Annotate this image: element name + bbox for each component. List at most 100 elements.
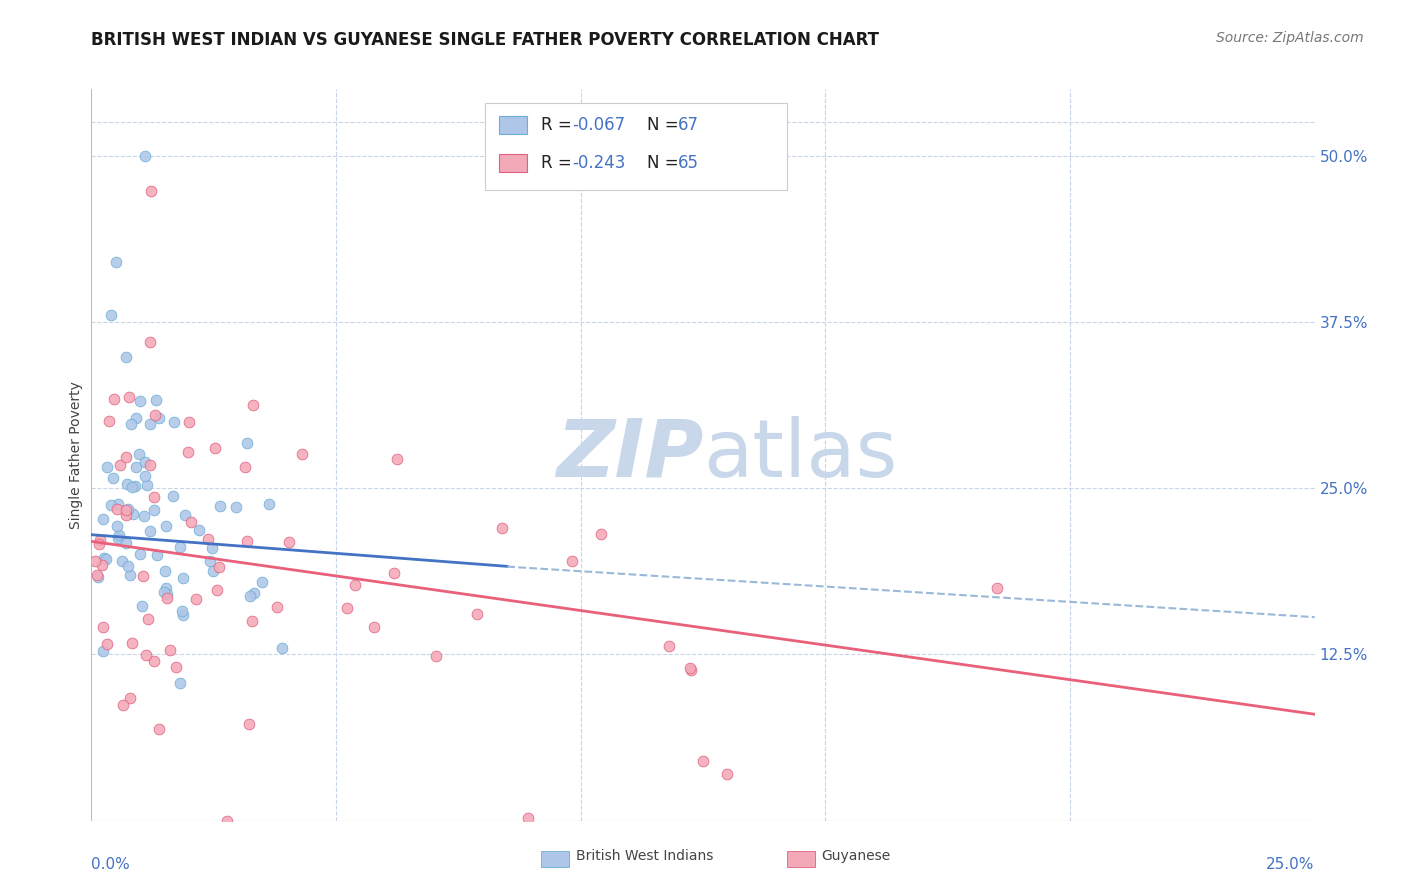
Point [240,614,263,628]
Point [236,436,259,450]
Point [155,581,177,595]
Point [205,583,228,598]
Point [156,587,179,601]
Point [90,558,112,572]
Point [177,444,200,458]
Point [89,537,111,551]
Point [139,417,162,432]
Point [115,502,138,516]
Point [105,502,128,516]
Point [382,566,405,581]
Point [105,519,128,533]
Text: Source: ZipAtlas.com: Source: ZipAtlas.com [1216,31,1364,45]
Point [465,607,488,621]
Point [243,585,266,599]
Point [169,541,191,555]
Point [108,528,131,542]
Point [148,722,170,736]
Point [93,551,115,566]
Point [172,571,194,585]
Point [94,551,117,566]
Point [692,754,714,768]
Point [257,498,280,512]
Point [142,490,165,504]
Point [188,524,211,538]
Point [142,502,165,516]
Point [159,643,181,657]
Point [208,560,231,574]
Point [387,452,409,467]
Point [139,334,162,349]
Point [100,498,122,512]
Text: -0.067: -0.067 [572,116,626,134]
Point [104,255,127,269]
Text: 0.0%: 0.0% [91,857,131,872]
Point [103,392,125,406]
Text: BRITISH WEST INDIAN VS GUYANESE SINGLE FATHER POVERTY CORRELATION CHART: BRITISH WEST INDIAN VS GUYANESE SINGLE F… [91,31,879,49]
Point [134,149,156,163]
Point [204,441,226,455]
Point [561,554,583,568]
Point [111,554,134,568]
Point [201,541,224,556]
Point [198,554,221,568]
Point [115,508,138,522]
Text: ZIP: ZIP [555,416,703,494]
Point [96,637,118,651]
Point [134,509,156,524]
Point [125,411,148,425]
Point [343,578,366,592]
Point [145,393,167,408]
Point [252,574,274,589]
Point [589,527,612,541]
Point [134,469,156,483]
Text: 65: 65 [678,154,699,172]
Point [122,507,145,521]
Point [107,531,129,545]
Point [103,471,125,485]
Point [215,814,238,828]
Text: 67: 67 [678,116,699,134]
Point [117,501,139,516]
Text: R =: R = [541,154,578,172]
Point [678,661,700,675]
Point [131,599,153,613]
Point [110,458,132,472]
Point [125,459,148,474]
Point [517,811,540,825]
Point [118,390,141,404]
Point [134,455,156,469]
Point [271,640,294,655]
Point [169,676,191,690]
Point [124,479,146,493]
Point [425,649,447,664]
Point [363,620,385,634]
Point [128,394,150,409]
Point [117,477,139,491]
Point [336,601,359,615]
Point [117,559,139,574]
Point [96,459,118,474]
Point [233,459,256,474]
Point [136,478,159,492]
Point [163,415,186,429]
Point [91,512,114,526]
Point [716,767,738,781]
Point [681,663,703,677]
Point [202,564,225,578]
Point [179,415,201,429]
Point [238,717,260,731]
Point [112,698,135,712]
Point [153,565,176,579]
Point [986,581,1008,595]
Point [146,549,169,563]
Point [139,184,162,198]
Point [91,620,114,634]
Text: N =: N = [647,116,683,134]
Text: British West Indians: British West Indians [576,849,714,863]
Point [86,568,108,582]
Point [115,536,138,550]
Point [139,524,162,538]
Point [143,408,166,422]
Point [172,608,194,623]
